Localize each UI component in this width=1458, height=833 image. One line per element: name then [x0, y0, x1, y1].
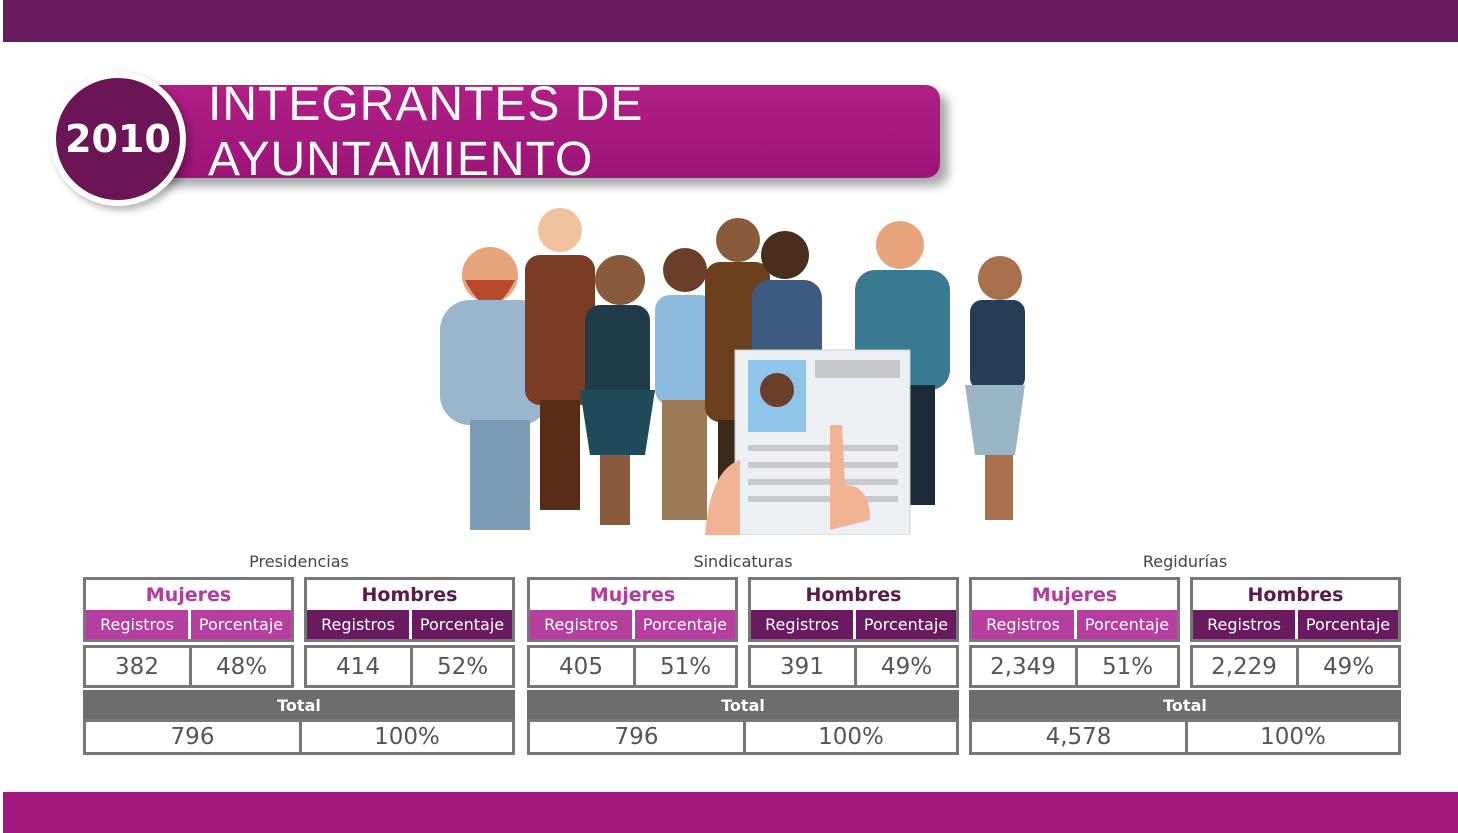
value-cell: 382 — [115, 653, 159, 680]
year-badge: 2010 — [50, 72, 186, 206]
value-cell: 49% — [854, 648, 956, 685]
value-cell: 391 — [780, 653, 824, 680]
sex-label: Mujeres — [1031, 584, 1118, 606]
column-header: Registros — [751, 610, 853, 639]
value-cell: 51% — [1075, 648, 1177, 685]
column-header: Porcentaje — [189, 610, 291, 639]
value-cell: 405 — [559, 653, 603, 680]
sex-label: Mujeres — [145, 584, 232, 606]
total-cell: 796 — [614, 724, 659, 750]
total-cell: 100% — [743, 722, 956, 752]
value-row — [83, 645, 294, 688]
value-cell: 48% — [189, 648, 291, 685]
sex-label: Hombres — [1247, 584, 1344, 606]
value-cell: 2,349 — [990, 653, 1056, 680]
column-header: Registros — [1193, 610, 1295, 639]
total-cell: 100% — [1185, 722, 1398, 752]
column-header: Porcentaje — [854, 610, 956, 639]
sex-label: Mujeres — [589, 584, 676, 606]
column-header: Registros — [86, 610, 188, 639]
column-header: Registros — [972, 610, 1074, 639]
value-cell: 52% — [410, 648, 512, 685]
total-cell: 100% — [299, 722, 512, 752]
total-label: Total — [83, 690, 515, 720]
value-cell: 51% — [633, 648, 735, 685]
bottom-bar — [3, 792, 1458, 833]
value-row — [1190, 645, 1401, 688]
value-cell: 414 — [336, 653, 380, 680]
people — [440, 208, 1025, 535]
group-title: Sindicaturas — [693, 551, 793, 571]
illustration — [440, 208, 1025, 535]
column-header: Porcentaje — [1075, 610, 1177, 639]
value-cell: 2,229 — [1211, 653, 1277, 680]
value-row — [527, 645, 738, 688]
value-row — [969, 645, 1180, 688]
column-header: Porcentaje — [410, 610, 512, 639]
column-header: Porcentaje — [1296, 610, 1398, 639]
column-header: Porcentaje — [633, 610, 735, 639]
title-banner: INTEGRANTES DE AYUNTAMIENTO — [150, 78, 940, 186]
year: 2010 — [65, 117, 171, 161]
value-row — [304, 645, 515, 688]
total-cell: 4,578 — [1045, 724, 1112, 750]
sex-label: Hombres — [805, 584, 902, 606]
total-label: Total — [969, 690, 1401, 720]
column-header: Registros — [530, 610, 632, 639]
column-header: Registros — [307, 610, 409, 639]
sex-label: Hombres — [361, 584, 458, 606]
top-bar — [3, 0, 1458, 42]
group-title: Presidencias — [249, 551, 349, 571]
title: INTEGRANTES DE AYUNTAMIENTO — [208, 77, 644, 186]
group-title: Regidurías — [1142, 551, 1228, 571]
value-cell: 49% — [1296, 648, 1398, 685]
value-row — [748, 645, 959, 688]
total-label: Total — [527, 690, 959, 720]
total-cell: 796 — [170, 724, 215, 750]
